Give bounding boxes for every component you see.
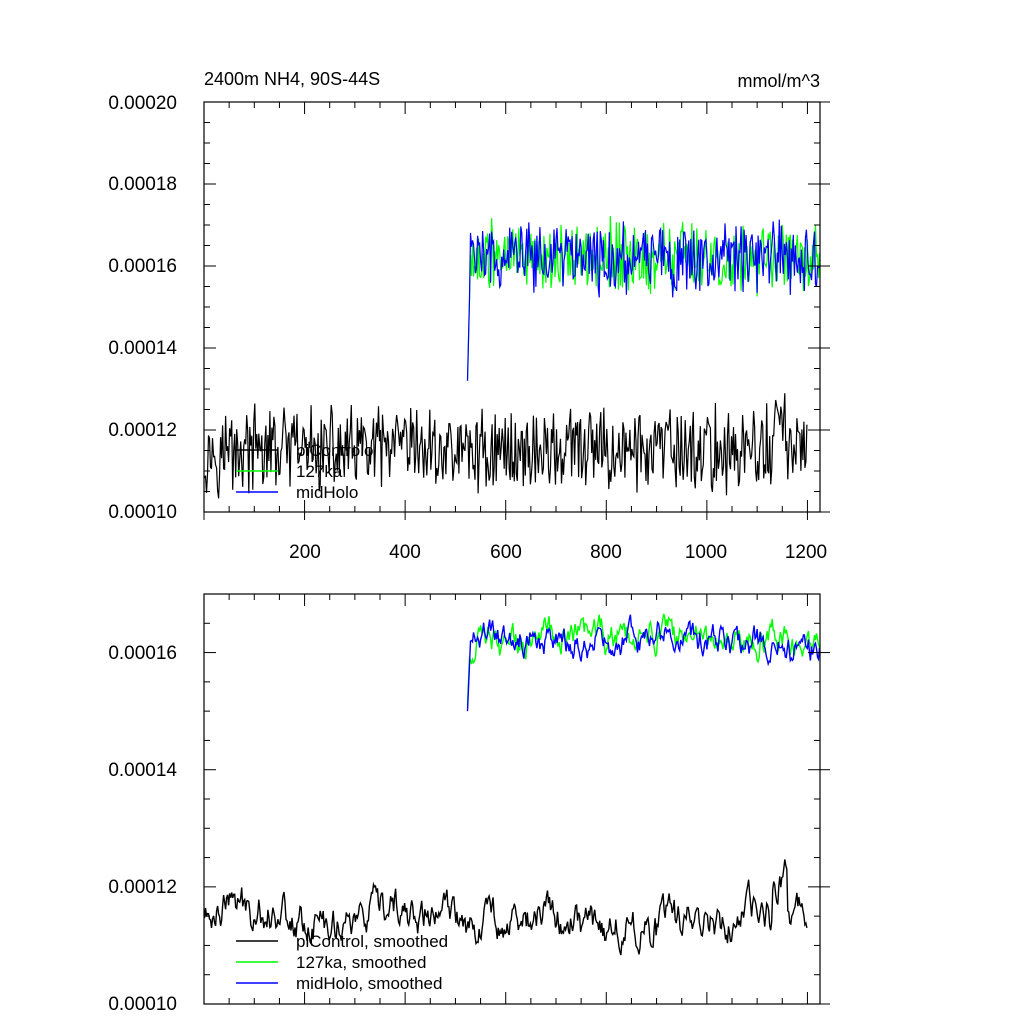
- legend-label-midholo-smoothed: midHolo, smoothed: [296, 974, 442, 993]
- top-x-tick-label: 400: [389, 542, 421, 563]
- bottom-ticks: [203, 593, 830, 1005]
- top-y-tick-labels: 0.00010 0.00012 0.00014 0.00016 0.00018 …: [108, 93, 177, 523]
- bottom-series-group: [203, 613, 821, 956]
- bottom-y-tick-label: 0.00010: [108, 994, 177, 1015]
- bottom-y-tick-label: 0.00016: [108, 643, 177, 664]
- top-y-tick-label: 0.00016: [108, 256, 177, 277]
- legend-label-127ka-smoothed: 127ka, smoothed: [296, 953, 426, 972]
- bottom-y-tick-label: 0.00012: [108, 877, 177, 898]
- top-y-tick-label: 0.00014: [108, 338, 177, 359]
- legend-label-127ka: 127ka: [296, 462, 343, 481]
- top-x-tick-label: 1000: [685, 542, 727, 563]
- series-line-picontrolo: [203, 393, 808, 499]
- top-x-tick-label: 800: [590, 542, 622, 563]
- top-series-group: [203, 215, 821, 499]
- top-x-tick-label: 600: [490, 542, 522, 563]
- top-y-tick-label: 0.00020: [108, 93, 177, 114]
- top-y-tick-label: 0.00018: [108, 174, 177, 195]
- bottom-y-tick-labels: 0.00010 0.00012 0.00014 0.00016: [108, 643, 177, 1015]
- legend-label-midholo: midHolo: [296, 483, 358, 502]
- top-y-tick-label: 0.00010: [108, 502, 177, 523]
- top-x-tick-label: 200: [289, 542, 321, 563]
- top-x-tick-labels: 200 400 600 800 1000 1200: [289, 542, 827, 563]
- legend-label-picontrol-smoothed: piControl, smoothed: [296, 932, 448, 951]
- legend-label-picontrol: piControlo: [296, 441, 374, 460]
- bottom-y-tick-label: 0.00014: [108, 760, 177, 781]
- top-panel: 2400m NH4, 90S-44S mmol/m^3 0.00010 0.00…: [108, 69, 830, 563]
- top-title-units: mmol/m^3: [738, 71, 820, 91]
- top-legend: piControlo 127ka midHolo: [236, 441, 374, 502]
- top-ticks: [203, 101, 830, 520]
- bottom-legend: piControl, smoothed 127ka, smoothed midH…: [236, 932, 448, 993]
- series-line-picontrol-smoothed: [203, 859, 808, 956]
- series-line-midholo: [466, 219, 820, 381]
- top-x-tick-label: 1200: [785, 542, 827, 563]
- top-title-left: 2400m NH4, 90S-44S: [204, 69, 380, 89]
- bottom-panel: 0.00010 0.00012 0.00014 0.00016 piContro…: [108, 593, 830, 1015]
- top-y-tick-label: 0.00012: [108, 420, 177, 441]
- series-line-midholo-smoothed: [466, 614, 821, 712]
